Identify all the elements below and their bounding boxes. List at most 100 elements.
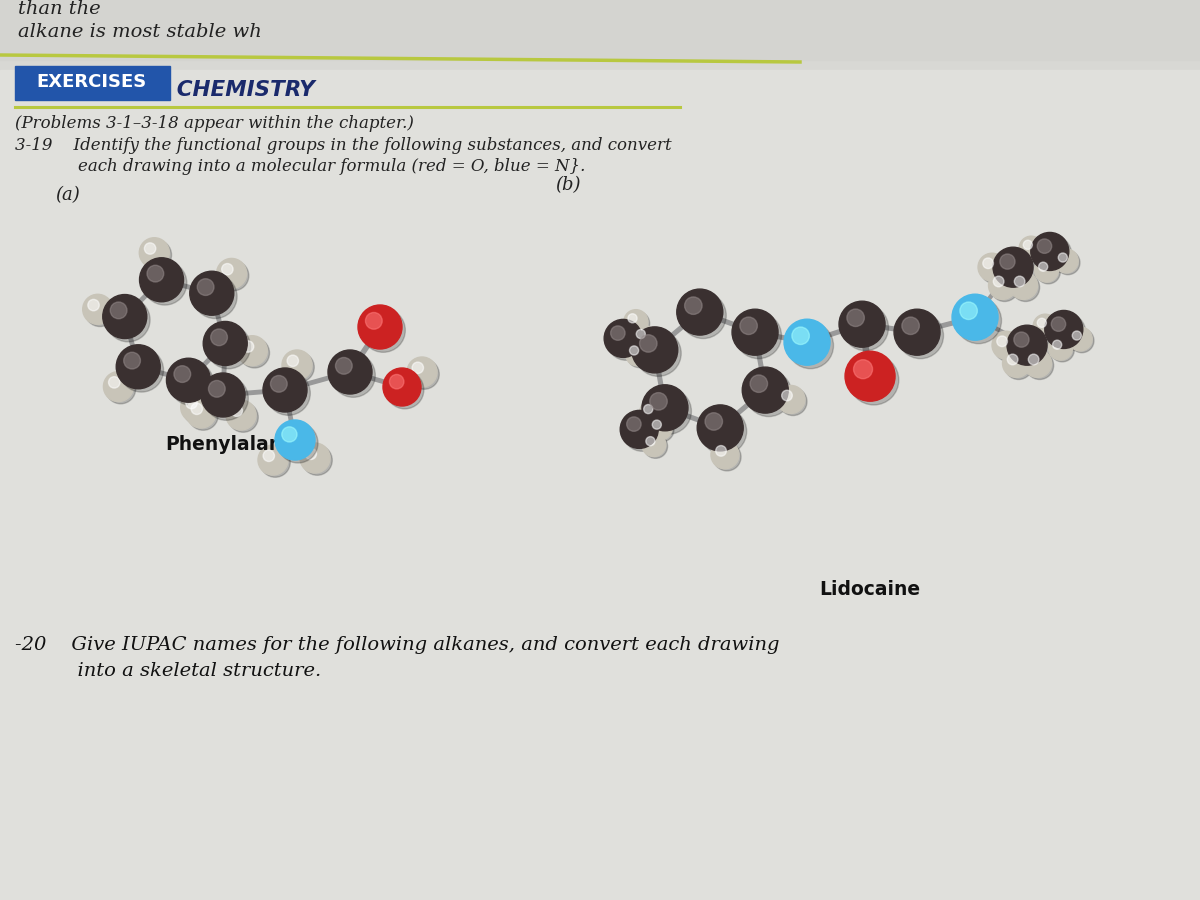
Circle shape [630, 346, 638, 355]
Circle shape [1031, 232, 1069, 271]
Circle shape [383, 368, 421, 406]
Circle shape [640, 335, 658, 352]
Circle shape [108, 377, 120, 388]
Circle shape [1019, 236, 1043, 260]
Circle shape [106, 374, 136, 404]
Circle shape [631, 327, 678, 373]
Circle shape [258, 445, 288, 475]
FancyBboxPatch shape [14, 66, 170, 100]
Circle shape [1000, 254, 1015, 269]
Circle shape [263, 368, 307, 412]
Circle shape [697, 405, 743, 451]
Circle shape [1051, 317, 1066, 331]
Circle shape [784, 320, 830, 365]
Circle shape [994, 333, 1022, 361]
Circle shape [1037, 238, 1051, 254]
Circle shape [1033, 235, 1072, 274]
Circle shape [1073, 331, 1081, 340]
Circle shape [978, 253, 1006, 281]
Circle shape [992, 331, 1020, 359]
Text: Lidocaine: Lidocaine [820, 580, 920, 599]
Circle shape [740, 317, 757, 335]
Circle shape [792, 327, 809, 345]
Circle shape [624, 310, 648, 334]
Circle shape [202, 373, 245, 417]
Circle shape [1048, 313, 1086, 351]
Circle shape [781, 391, 792, 401]
Circle shape [635, 330, 682, 376]
Circle shape [745, 371, 792, 417]
Circle shape [1028, 355, 1039, 365]
Circle shape [902, 317, 919, 335]
Circle shape [186, 398, 197, 409]
Circle shape [83, 294, 113, 324]
Circle shape [1009, 272, 1038, 300]
Circle shape [847, 309, 864, 327]
Circle shape [282, 427, 298, 442]
Text: Phenylalanine: Phenylalanine [166, 435, 314, 454]
Circle shape [190, 271, 234, 315]
Circle shape [270, 375, 287, 392]
Circle shape [242, 341, 253, 352]
Circle shape [1068, 327, 1092, 351]
Circle shape [994, 276, 1004, 287]
Circle shape [193, 274, 238, 319]
Text: 3-19    Identify the functional groups in the following substances, and convert: 3-19 Identify the functional groups in t… [14, 137, 672, 154]
Circle shape [226, 400, 256, 430]
Text: into a skeletal structure.: into a skeletal structure. [14, 662, 322, 680]
Circle shape [1024, 240, 1032, 249]
Text: EXERCISES: EXERCISES [37, 73, 148, 91]
Circle shape [1024, 349, 1051, 377]
Circle shape [275, 420, 314, 460]
Circle shape [116, 345, 161, 389]
Circle shape [989, 272, 1016, 300]
Circle shape [643, 435, 667, 458]
Text: each drawing into a molecular formula (red = O, blue = N}.: each drawing into a molecular formula (r… [14, 158, 586, 175]
Circle shape [124, 352, 140, 369]
Circle shape [328, 350, 372, 394]
Circle shape [238, 336, 268, 365]
Circle shape [331, 354, 376, 397]
Circle shape [980, 256, 1008, 284]
Circle shape [148, 266, 163, 282]
Circle shape [997, 336, 1008, 346]
Circle shape [685, 297, 702, 314]
Circle shape [263, 450, 275, 462]
Circle shape [1034, 316, 1058, 340]
Circle shape [287, 356, 299, 366]
Circle shape [628, 344, 652, 367]
Circle shape [282, 350, 312, 380]
Circle shape [386, 371, 424, 409]
Circle shape [1014, 332, 1030, 347]
Circle shape [625, 342, 649, 365]
Circle shape [85, 296, 115, 327]
Circle shape [1007, 325, 1048, 365]
Circle shape [260, 447, 290, 477]
Circle shape [103, 372, 133, 401]
Text: -20    Give IUPAC names for the following alkanes, and convert each drawing: -20 Give IUPAC names for the following a… [14, 636, 780, 654]
Circle shape [842, 305, 888, 351]
Circle shape [182, 394, 212, 425]
Circle shape [409, 359, 439, 389]
Circle shape [1010, 328, 1050, 368]
Circle shape [1037, 319, 1046, 328]
Circle shape [191, 403, 203, 415]
Circle shape [1026, 352, 1054, 380]
Circle shape [710, 441, 739, 469]
Circle shape [640, 400, 664, 425]
Circle shape [680, 292, 726, 338]
Circle shape [206, 325, 251, 369]
Circle shape [634, 328, 658, 351]
Bar [0, 0, 1200, 60]
Circle shape [144, 243, 156, 254]
Circle shape [848, 355, 899, 405]
Circle shape [211, 328, 228, 346]
Circle shape [650, 418, 674, 442]
Circle shape [604, 320, 642, 357]
Circle shape [677, 289, 722, 335]
Circle shape [366, 312, 382, 329]
Circle shape [983, 258, 994, 268]
Circle shape [266, 372, 311, 415]
Circle shape [390, 374, 404, 389]
Text: VISUALIZING CHEMISTRY: VISUALIZING CHEMISTRY [14, 80, 314, 100]
